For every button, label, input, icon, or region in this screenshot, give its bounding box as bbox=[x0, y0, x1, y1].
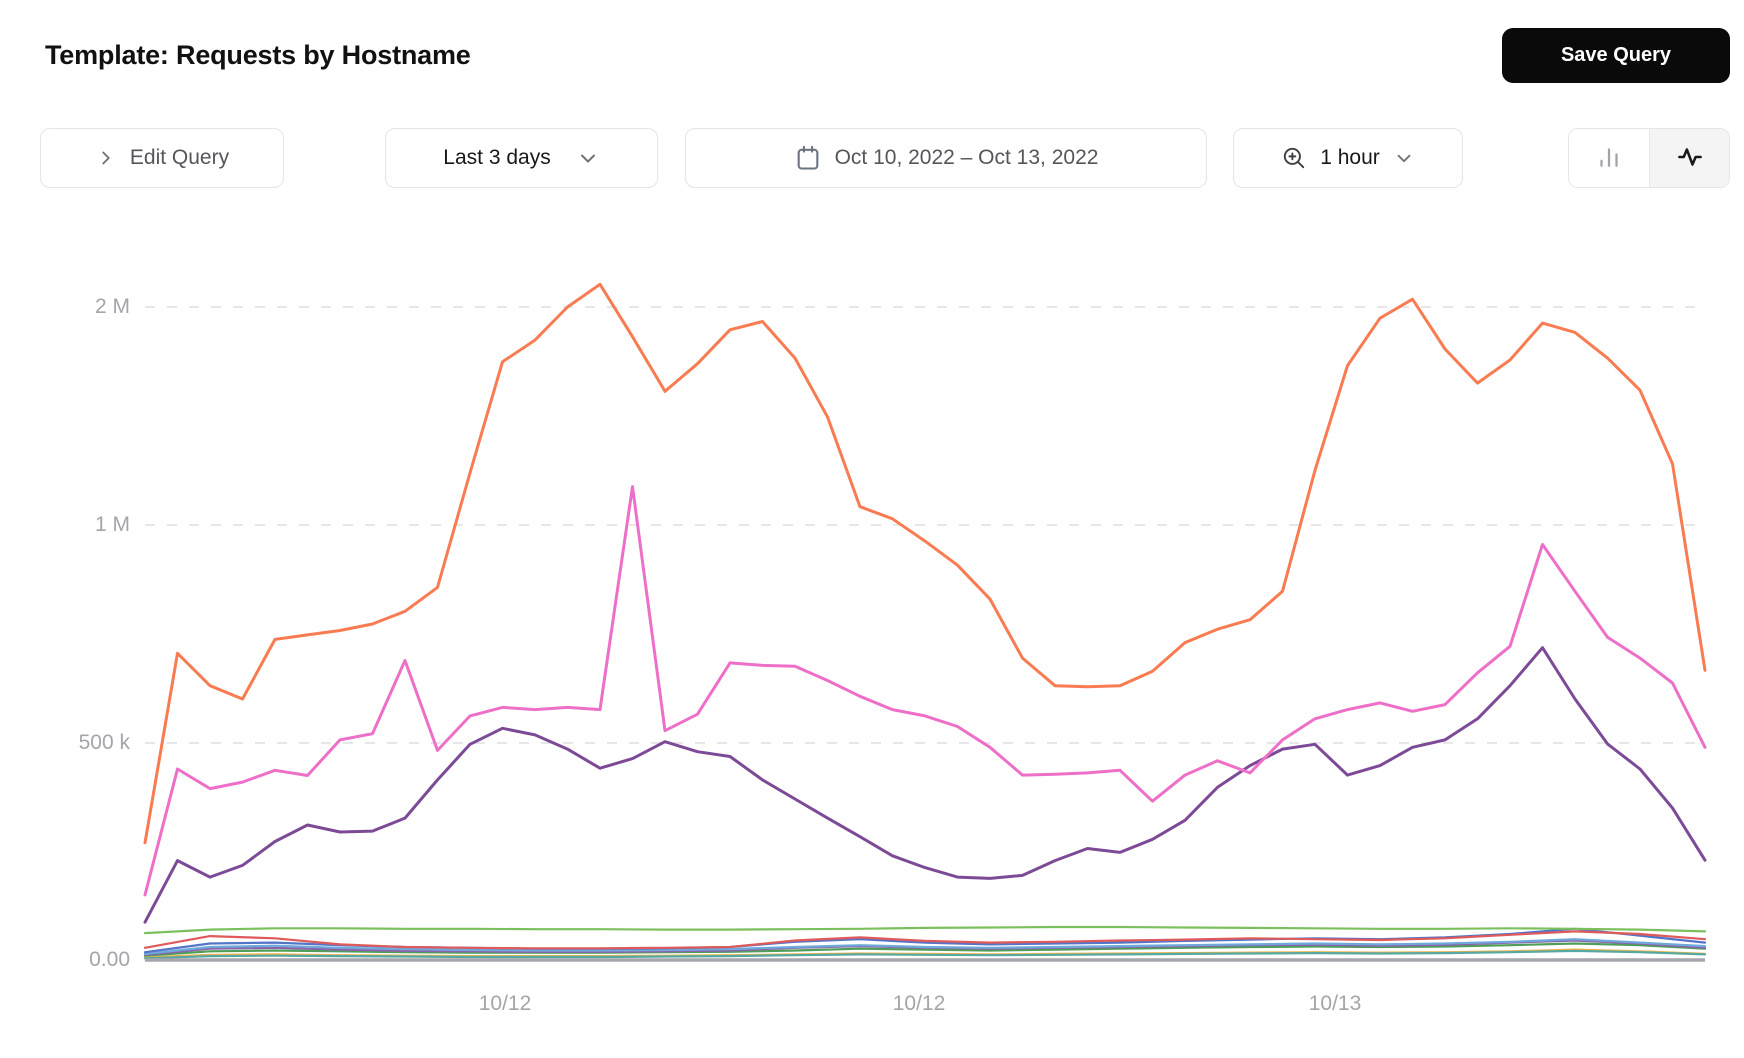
chevron-right-icon bbox=[95, 147, 117, 169]
chart-type-toggle bbox=[1568, 128, 1730, 188]
date-range-label: Oct 10, 2022 – Oct 13, 2022 bbox=[834, 146, 1099, 169]
bar-chart-toggle-button[interactable] bbox=[1569, 129, 1649, 187]
y-tick-label: 500 k bbox=[78, 731, 130, 754]
chevron-down-icon bbox=[576, 146, 600, 170]
series-teal-line bbox=[143, 949, 1707, 960]
edit-query-label: Edit Query bbox=[129, 146, 230, 169]
series-pink-line bbox=[143, 485, 1707, 897]
activity-icon bbox=[1675, 142, 1705, 175]
y-tick-label: 1 M bbox=[94, 513, 130, 536]
series-forest-line bbox=[143, 942, 1707, 957]
date-range-button[interactable]: Oct 10, 2022 – Oct 13, 2022 bbox=[685, 128, 1207, 188]
calendar-icon bbox=[794, 144, 822, 172]
x-tick-label: 10/12 bbox=[892, 992, 946, 1015]
zoom-in-icon bbox=[1281, 145, 1307, 171]
time-range-dropdown[interactable]: Last 3 days bbox=[385, 128, 658, 188]
series-red-line bbox=[143, 930, 1707, 950]
chart-area[interactable]: 2 M 1 M 500 k 0.00 10/12 10/12 10/13 bbox=[0, 210, 1744, 1058]
x-tick-label: 10/13 bbox=[1308, 992, 1362, 1015]
line-chart-toggle-button[interactable] bbox=[1649, 129, 1729, 187]
line-chart bbox=[143, 282, 1707, 962]
resolution-dropdown[interactable]: 1 hour bbox=[1233, 128, 1463, 188]
y-tick-label: 2 M bbox=[94, 295, 130, 318]
resolution-label: 1 hour bbox=[1320, 146, 1380, 169]
y-tick-label: 0.00 bbox=[89, 948, 130, 971]
series-purple-line bbox=[143, 646, 1707, 924]
save-query-button[interactable]: Save Query bbox=[1502, 28, 1730, 83]
series-sky-line bbox=[143, 938, 1707, 956]
series-orange-line bbox=[143, 282, 1707, 845]
series-green-line bbox=[143, 925, 1707, 935]
time-range-label: Last 3 days bbox=[443, 146, 551, 169]
page-title: Template: Requests by Hostname bbox=[45, 40, 471, 70]
chevron-down-icon bbox=[1393, 147, 1415, 169]
bar-chart-icon bbox=[1594, 142, 1624, 175]
edit-query-button[interactable]: Edit Query bbox=[40, 128, 284, 188]
x-tick-label: 10/12 bbox=[478, 992, 532, 1015]
